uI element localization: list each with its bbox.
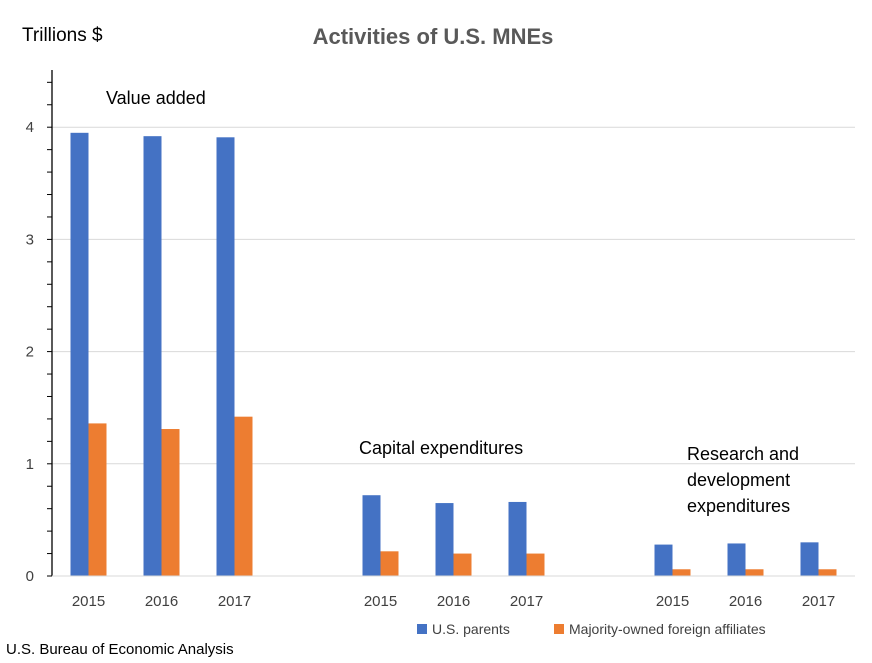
bar-us-parents [216, 137, 235, 576]
labels: 0 1 2 3 4 2015 2016 2017 Value added 2015 2016 2017… [26, 88, 836, 610]
x-tick-label: 2016 [437, 593, 470, 610]
x-tick-label: 2015 [656, 593, 689, 610]
group-label: Value added [106, 88, 206, 108]
y-tick-label: 2 [26, 344, 34, 361]
bar-us-parents [435, 503, 454, 576]
bar-us-parents [143, 136, 162, 576]
axes [47, 70, 855, 577]
group-label: Capital expenditures [359, 438, 523, 458]
bar-foreign-affiliates [380, 551, 399, 576]
bar-foreign-affiliates [745, 569, 764, 576]
bar-foreign-affiliates [234, 416, 253, 576]
source-note: U.S. Bureau of Economic Analysis [6, 641, 234, 658]
bar-us-parents [70, 132, 89, 576]
bar-us-parents [508, 501, 527, 576]
bar-us-parents [362, 495, 381, 576]
x-tick-label: 2016 [145, 593, 178, 610]
x-tick-label: 2017 [802, 593, 835, 610]
bar-foreign-affiliates [88, 423, 107, 576]
legend-label: Majority-owned foreign affiliates [569, 621, 766, 637]
y-axis-unit-label: Trillions $ [22, 25, 103, 46]
bar-foreign-affiliates [161, 429, 180, 576]
legend-swatch [417, 624, 427, 634]
legend-swatch [554, 624, 564, 634]
x-tick-label: 2015 [72, 593, 105, 610]
bar-us-parents [654, 544, 673, 576]
y-tick-label: 4 [26, 119, 34, 136]
legend-label: U.S. parents [432, 621, 510, 637]
x-tick-label: 2015 [364, 593, 397, 610]
bars [70, 132, 837, 576]
group-label: Research and development expenditures [687, 444, 799, 516]
y-tick-label: 0 [26, 568, 34, 585]
legend: U.S. parents Majority-owned foreign affil… [417, 621, 766, 637]
bar-foreign-affiliates [453, 553, 472, 576]
y-tick-label: 1 [26, 456, 34, 473]
gridlines [52, 126, 855, 465]
y-tick-label: 3 [26, 231, 34, 248]
bar-foreign-affiliates [818, 569, 837, 576]
bar-us-parents [800, 542, 819, 576]
bar-foreign-affiliates [526, 553, 545, 576]
x-tick-label: 2016 [729, 593, 762, 610]
x-tick-label: 2017 [218, 593, 251, 610]
bar-us-parents [727, 543, 746, 576]
x-tick-label: 2017 [510, 593, 543, 610]
bar-foreign-affiliates [672, 569, 691, 576]
chart-title: Activities of U.S. MNEs [313, 24, 554, 49]
